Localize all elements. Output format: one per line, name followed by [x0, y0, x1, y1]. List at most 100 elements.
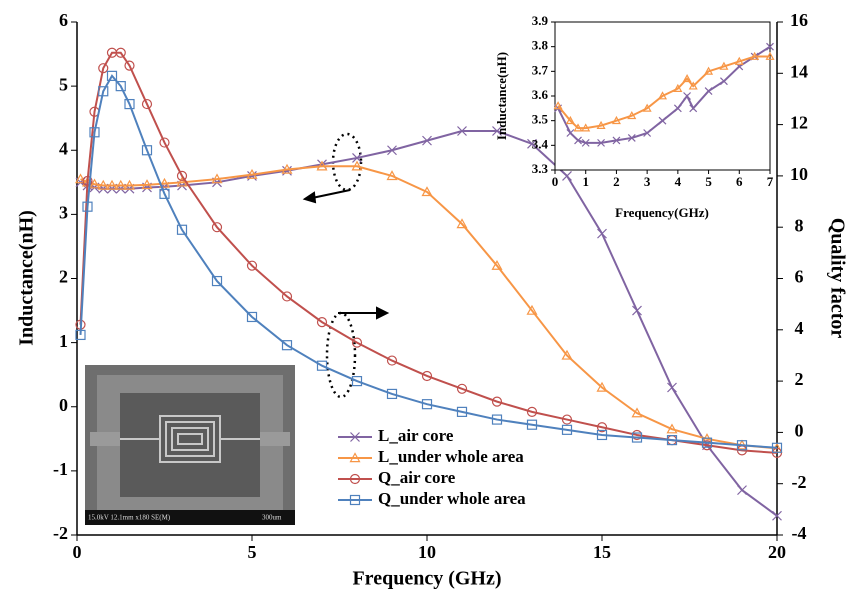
marker [387, 145, 397, 156]
marker [673, 83, 683, 93]
marker [632, 305, 642, 316]
y2-tick-label: 14 [790, 61, 808, 81]
marker [627, 110, 637, 120]
marker [581, 123, 591, 132]
marker [106, 179, 118, 190]
marker [281, 163, 293, 174]
marker [658, 116, 667, 125]
marker [351, 337, 363, 348]
marker [316, 160, 328, 171]
y-tick-label: 4 [59, 138, 68, 158]
marker [115, 179, 127, 190]
marker [82, 175, 93, 187]
series-line [79, 51, 778, 454]
annotation [325, 132, 363, 399]
y-tick-label: 3.7 [532, 62, 549, 77]
marker [386, 355, 398, 366]
marker [456, 218, 468, 229]
marker [562, 170, 572, 181]
marker [491, 396, 503, 407]
marker [734, 56, 744, 65]
marker [596, 422, 608, 433]
x-axis-label: Frequency (GHz) [352, 568, 501, 590]
x-tick-label: 4 [675, 174, 682, 189]
marker [176, 170, 188, 181]
marker [596, 429, 608, 441]
marker [689, 104, 698, 113]
marker [673, 104, 682, 113]
marker [141, 179, 153, 190]
marker [115, 47, 126, 58]
x-tick-label: 6 [736, 174, 743, 189]
marker [141, 98, 153, 110]
marker [491, 259, 503, 270]
marker [704, 87, 713, 95]
marker [565, 115, 575, 125]
marker [682, 73, 692, 83]
marker [596, 120, 606, 129]
marker [74, 173, 87, 184]
marker [82, 201, 93, 212]
marker [526, 304, 538, 315]
sem-image: 15.0kV 12.1mm x180 SE(M) 300um [85, 365, 295, 525]
marker [597, 138, 605, 147]
marker [643, 129, 652, 137]
sem-info: 15.0kV 12.1mm x180 SE(M) [88, 514, 171, 522]
y-axis-label: Inductance(nH) [16, 210, 38, 346]
marker [124, 60, 135, 71]
marker [159, 137, 170, 148]
marker [683, 92, 691, 100]
marker [457, 126, 467, 136]
legend-marker [350, 432, 360, 442]
marker [666, 423, 678, 434]
marker [211, 275, 223, 287]
y-tick-label: 6 [59, 10, 68, 30]
marker [106, 70, 118, 81]
y-tick-label: 5 [59, 74, 68, 94]
x-tick-label: 15 [593, 542, 611, 562]
marker [115, 81, 126, 92]
marker [766, 42, 774, 51]
marker [772, 510, 782, 521]
sem-scale: 300um [262, 514, 282, 522]
legend-marker [349, 473, 361, 485]
marker [211, 173, 223, 184]
marker [281, 291, 293, 302]
marker [422, 135, 432, 146]
y2-tick-label: 10 [790, 164, 808, 184]
legend-marker [349, 494, 361, 506]
x-tick-label: 3 [644, 174, 651, 189]
marker [141, 145, 153, 156]
marker [456, 406, 468, 417]
x-tick-label: 10 [418, 542, 436, 562]
y-tick-label: -1 [53, 459, 68, 479]
x-tick-label: 5 [705, 174, 712, 189]
marker [642, 103, 652, 112]
y-tick-label: 0 [59, 395, 68, 415]
marker [98, 86, 109, 97]
marker [421, 370, 433, 382]
y2-tick-label: 12 [790, 113, 808, 133]
marker [765, 51, 775, 60]
marker [553, 101, 563, 110]
marker [667, 382, 677, 393]
marker [719, 61, 729, 70]
y-tick-label: 3.3 [532, 161, 549, 176]
y2-tick-label: -2 [792, 472, 807, 492]
legend-label: L_under whole area [378, 447, 524, 466]
marker [631, 407, 643, 418]
marker [561, 349, 573, 360]
marker [491, 414, 503, 425]
y2-tick-label: 8 [795, 215, 804, 235]
y2-tick-label: 2 [795, 369, 804, 389]
marker [158, 177, 171, 188]
marker [246, 260, 258, 271]
y-tick-label: 3 [59, 203, 68, 223]
x-tick-label: 5 [248, 542, 257, 562]
marker [701, 437, 713, 448]
y2-tick-label: 0 [795, 421, 804, 441]
marker [456, 383, 468, 394]
x-tick-label: 20 [768, 542, 786, 562]
x-axis-label: Frequency(GHz) [615, 205, 709, 220]
